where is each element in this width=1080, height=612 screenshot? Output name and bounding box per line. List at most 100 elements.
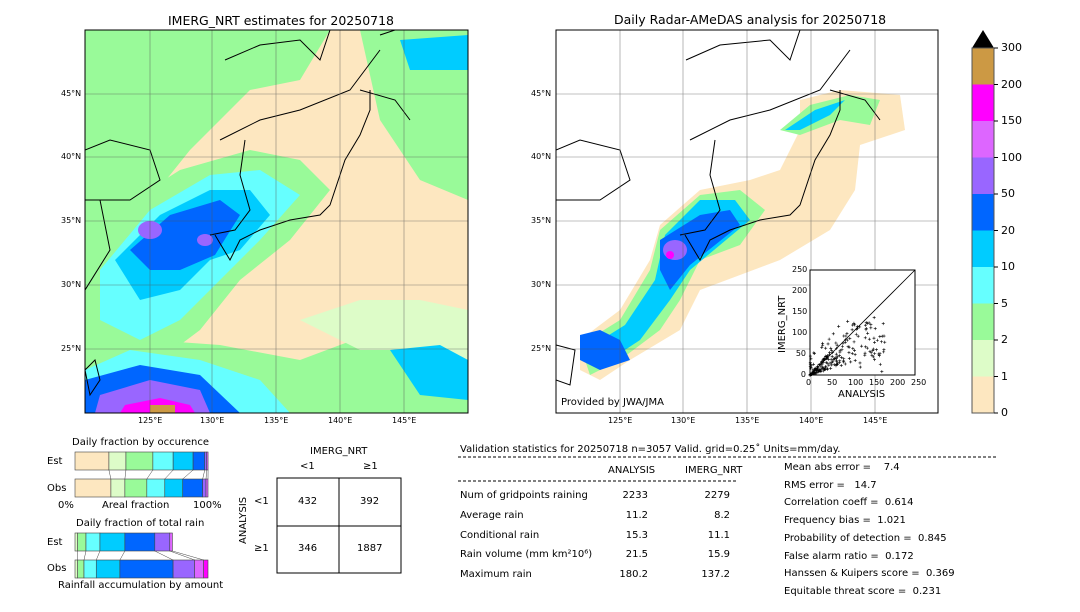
total-rain-est-label: Est — [47, 537, 63, 548]
imerg-lat-tick: 25°N — [61, 344, 82, 353]
scatter-point — [843, 340, 847, 344]
scatter-point — [842, 359, 846, 363]
imerg-lon-tick: 130°E — [200, 416, 225, 425]
scatter-point — [831, 332, 835, 336]
radar-frame — [555, 29, 939, 414]
radar-lat-tick: 40°N — [531, 152, 552, 161]
total-rain-title: Daily fraction of total rain — [76, 518, 205, 529]
scatter-x-tick: 0 — [806, 378, 812, 387]
stats-imerg-value: 137.2 — [701, 569, 730, 580]
occurrence-est-segment — [125, 451, 154, 471]
scatter-point — [808, 354, 812, 358]
contingency-col-title: IMERG_NRT — [310, 446, 368, 457]
scatter-point — [850, 328, 854, 332]
radar-credit: Provided by JWA/JMA — [561, 397, 664, 408]
total-rain-est-segment — [169, 532, 173, 552]
scatter-point — [834, 346, 838, 350]
colorbar-segment — [972, 340, 994, 377]
contingency-row-title: ANALYSIS — [238, 496, 249, 544]
contingency-col-ge: ≥1 — [363, 461, 378, 472]
scatter-point — [815, 368, 819, 372]
scatter-point — [871, 349, 875, 353]
colorbar-label: 300 — [1001, 41, 1022, 54]
scatter-point — [809, 357, 813, 361]
colorbar-label: 20 — [1001, 223, 1015, 237]
occurrence-obs-segment — [74, 478, 112, 498]
scatter-point — [878, 362, 882, 366]
scatter-point — [850, 352, 854, 356]
stats-imerg-value: 11.1 — [707, 530, 730, 541]
total-rain-obs-segment — [194, 559, 204, 579]
scatter-point — [809, 366, 813, 370]
occurrence-obs-segment — [202, 478, 207, 498]
scatter-point — [863, 336, 867, 340]
colorbar-segment — [972, 194, 994, 231]
scatter-point — [841, 341, 845, 345]
colorbar-segment — [972, 376, 994, 413]
stats-col-analysis: ANALYSIS — [608, 465, 656, 476]
stats-imerg-value: 15.9 — [707, 549, 730, 560]
scatter-point — [827, 337, 831, 341]
stats-score: Hanssen & Kuipers score = 0.369 — [784, 568, 955, 580]
scatter-point — [873, 340, 877, 344]
scatter-point — [834, 362, 838, 366]
scatter-point — [871, 347, 875, 351]
stats-imerg-value: 8.2 — [714, 510, 730, 521]
scatter-point — [835, 359, 839, 363]
radar-lon-tick: 135°E — [735, 416, 760, 425]
scatter-point — [867, 321, 871, 325]
contingency-cell-false-alarm: 392 — [360, 496, 380, 507]
scatter-point — [824, 365, 828, 369]
scatter-point — [837, 324, 841, 328]
fraction-bars — [74, 451, 209, 579]
radar-lon-tick: 145°E — [863, 416, 888, 425]
imerg-lat-tick: 35°N — [61, 216, 82, 225]
total-rain-est-segment — [85, 532, 101, 552]
occurrence-obs-segment — [164, 478, 184, 498]
scatter-point — [843, 362, 847, 366]
scatter-point — [828, 361, 832, 365]
colorbar-label: 150 — [1001, 114, 1022, 127]
scatter-y-tick: 100 — [792, 328, 808, 337]
total-rain-obs-segment — [83, 559, 97, 579]
contingency-cell-hit: 1887 — [357, 543, 383, 554]
scatter-point — [872, 358, 876, 362]
scatter-point — [831, 351, 835, 355]
colorbar-label: 0 — [1001, 406, 1008, 419]
scatter-point — [840, 348, 844, 352]
scatter-point — [853, 353, 857, 357]
scatter-point — [869, 323, 873, 327]
scatter-x-tick: 50 — [827, 378, 838, 387]
scatter-point — [829, 357, 833, 361]
colorbar-segment — [972, 84, 994, 121]
scatter-point — [880, 370, 884, 374]
scatter-point — [873, 352, 877, 356]
occurrence-est-segment — [192, 451, 206, 471]
scatter-point — [824, 355, 828, 359]
scatter-point — [872, 316, 876, 320]
scatter-point — [864, 328, 868, 332]
scatter-point — [878, 335, 882, 339]
stats-analysis-value: 15.3 — [625, 530, 648, 541]
scatter-point — [851, 323, 855, 327]
scatter-point — [846, 319, 850, 323]
occurrence-obs-label: Obs — [47, 483, 67, 494]
colorbar-segment — [972, 303, 994, 340]
stats-analysis-value: 180.2 — [619, 569, 648, 580]
scatter-point — [852, 321, 856, 325]
colorbar-label: 1 — [1001, 369, 1008, 383]
scatter-point — [873, 327, 877, 331]
colorbar-label: 2 — [1001, 333, 1008, 346]
scatter-point — [869, 326, 873, 330]
radar-lat-tick: 25°N — [531, 344, 552, 353]
occurrence-est-segment — [74, 451, 110, 471]
scatter-point — [870, 353, 874, 357]
contingency-col-lt: <1 — [300, 461, 315, 472]
scatter-point — [848, 336, 852, 340]
scatter-point — [880, 334, 884, 338]
scatter-point — [849, 360, 853, 364]
stats-analysis-value: 21.5 — [625, 549, 648, 560]
occurrence-obs-segment — [110, 478, 126, 498]
radar-gridlines — [556, 30, 938, 413]
scatter-point — [820, 346, 824, 350]
